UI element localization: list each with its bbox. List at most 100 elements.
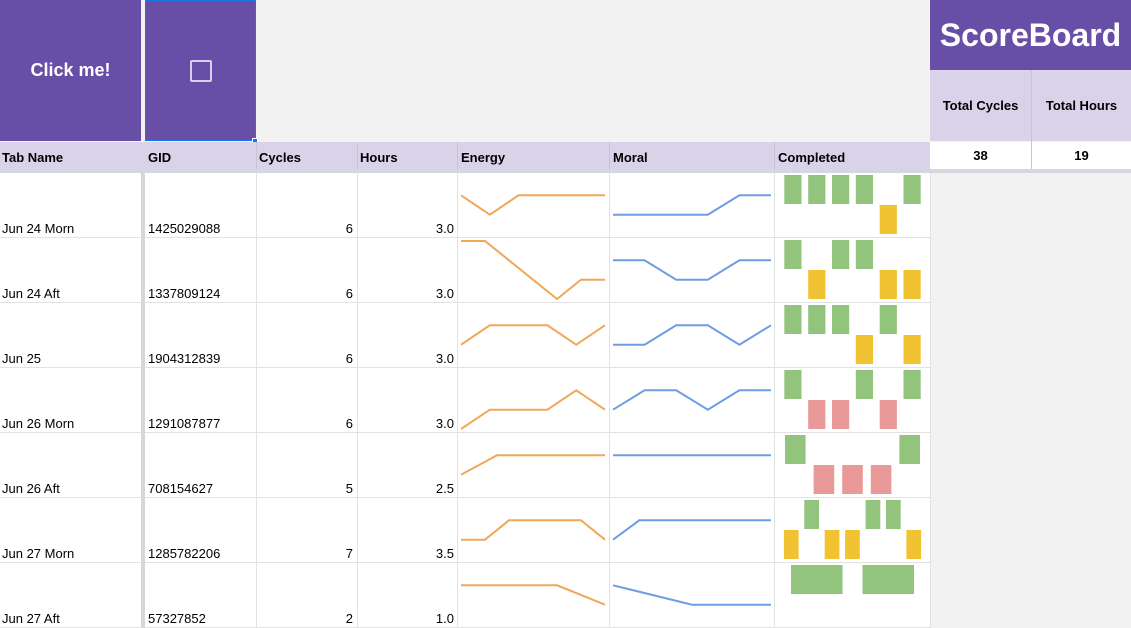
grid-column-line [256,173,257,628]
header-energy[interactable]: Energy [461,150,506,165]
cell-tab-name[interactable]: Jun 26 Morn [2,416,75,431]
total-hours-value: 19 [1032,142,1131,169]
cell-gid[interactable]: 1291087877 [148,416,221,431]
completed-bar-yellow [783,530,799,559]
completed-bar-green [804,500,819,529]
cell-cycles[interactable]: 6 [345,286,353,301]
cell-gid[interactable]: 1425029088 [148,221,221,236]
completed-bar-green [791,565,843,594]
moral-sparkline [612,584,771,606]
total-cycles-value: 38 [930,142,1031,169]
completed-bar-green [832,175,850,204]
cell-tab-name[interactable]: Jun 27 Morn [2,546,75,561]
checkbox-cell[interactable] [145,0,256,141]
click-me-button[interactable]: Click me! [0,0,141,141]
header-cycles[interactable]: Cycles [259,150,301,165]
cell-cycles[interactable]: 5 [345,481,353,496]
energy-sparkline-line [460,389,606,430]
completed-chart [783,500,922,559]
frozen-column-divider[interactable] [141,169,145,628]
checkbox[interactable] [189,59,212,82]
completed-chart [784,175,921,234]
grid-row-line [0,302,930,303]
completed-chart [784,305,921,364]
cell-hours[interactable]: 2.5 [435,481,454,496]
grid-column-line [357,173,358,628]
cell-hours[interactable]: 3.0 [435,416,454,431]
grid-row-line [0,432,930,433]
header-gid[interactable]: GID [148,150,172,165]
completed-bar-yellow [903,270,921,299]
cell-tab-name[interactable]: Jun 24 Morn [2,221,75,236]
energy-sparkline-line [460,324,606,346]
completed-bar-red [813,465,835,494]
completed-bar-green [784,175,802,204]
frozen-row-divider[interactable] [0,169,1131,173]
cell-hours[interactable]: 1.0 [435,611,454,626]
energy-sparkline [461,519,606,541]
completed-bar-green [862,565,914,594]
completed-bar-green [832,305,850,334]
completed-bar-yellow [824,530,840,559]
moral-sparkline-line [612,519,771,541]
cell-cycles[interactable]: 6 [345,416,353,431]
completed-bar-green [903,175,921,204]
header-tab-name[interactable]: Tab Name [2,150,64,165]
cell-cycles[interactable]: 2 [345,611,353,626]
grid-row-line [0,562,930,563]
cell-tab-name[interactable]: Jun 27 Aft [2,611,60,626]
energy-sparkline-line [460,454,605,476]
grid-column-line [609,173,610,628]
energy-sparkline [460,454,605,476]
data-grid [0,173,930,628]
completed-bar-green [785,435,806,464]
header-hours[interactable]: Hours [360,150,398,165]
energy-sparkline [460,324,606,346]
cell-hours[interactable]: 3.0 [435,351,454,366]
header-completed[interactable]: Completed [778,150,846,165]
grid-row-line [0,497,930,498]
completed-bar-red [879,400,897,429]
completed-bar-green [808,175,826,204]
grid-row-line [0,237,930,238]
energy-sparkline [461,584,606,606]
cell-gid[interactable]: 1337809124 [148,286,221,301]
cell-hours[interactable]: 3.0 [435,221,454,236]
cell-cycles[interactable]: 6 [345,221,353,236]
completed-bar-yellow [879,205,897,234]
cell-gid[interactable]: 57327852 [148,611,206,626]
cell-tab-name[interactable]: Jun 26 Aft [2,481,60,496]
cell-gid[interactable]: 1904312839 [148,351,221,366]
moral-sparkline [613,194,771,216]
header-moral[interactable]: Moral [613,150,648,165]
cell-cycles[interactable]: 7 [345,546,353,561]
moral-sparkline [613,259,771,281]
total-hours-header: Total Hours [1032,70,1131,141]
energy-sparkline-line [460,194,605,216]
completed-bar-red [832,400,850,429]
grid-row-line [0,367,930,368]
completed-bar-green [808,305,826,334]
completed-chart [784,370,921,429]
moral-sparkline-line [612,389,771,411]
moral-sparkline-line [613,194,771,216]
cell-gid[interactable]: 1285782206 [148,546,221,561]
grid-column-line [457,173,458,628]
completed-bar-green [784,370,802,399]
completed-bar-green [832,240,850,269]
completed-bar-green [855,175,873,204]
cell-gid[interactable]: 708154627 [148,481,214,496]
grid-column-line [774,173,775,628]
completed-bar-green [886,500,901,529]
moral-sparkline [613,454,771,457]
cell-hours[interactable]: 3.5 [435,546,454,561]
cell-hours[interactable]: 3.0 [435,286,454,301]
cell-tab-name[interactable]: Jun 24 Aft [2,286,60,301]
total-cycles-header: Total Cycles [930,70,1031,141]
cell-cycles[interactable]: 6 [345,351,353,366]
completed-bar-yellow [903,335,921,364]
energy-sparkline-line [461,519,606,541]
completed-bar-yellow [855,335,873,364]
completed-bar-red [870,465,892,494]
cell-tab-name[interactable]: Jun 25 [2,351,42,366]
